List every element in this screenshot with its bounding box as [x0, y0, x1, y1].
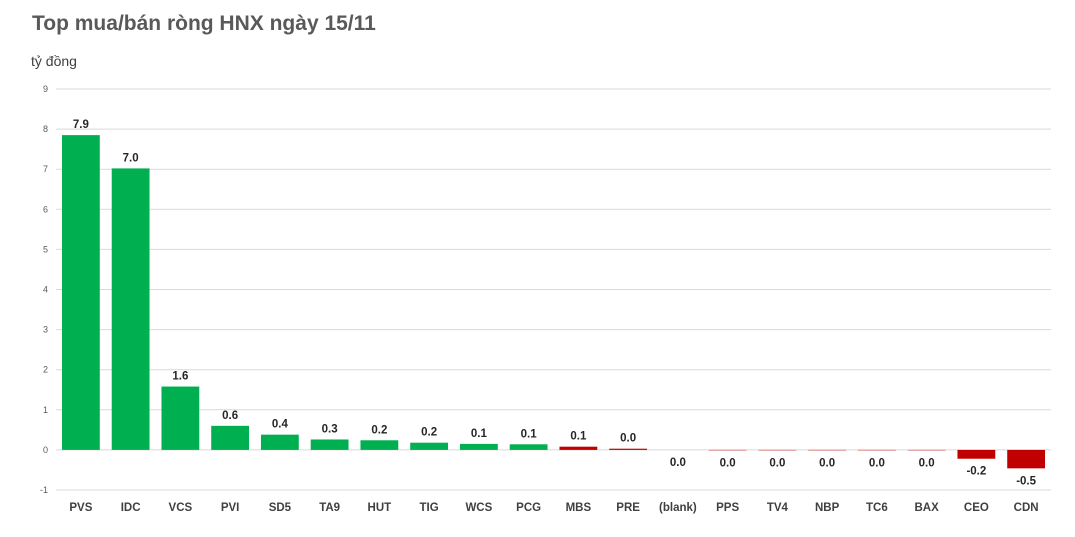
- x-axis-labels: PVS IDC VCS PVI SD5 TA9 HUT TIG WCS PCG MBS PRE (bla…: [69, 502, 1038, 514]
- bar: [1007, 449, 1046, 469]
- chart-title: Top mua/bán ròng HNX ngày 15/11: [32, 12, 376, 35]
- data-label: 0.0: [869, 457, 885, 469]
- data-label: 0.0: [720, 457, 736, 469]
- data-label: 0.0: [670, 457, 686, 469]
- x-tick-label: PRE: [616, 502, 640, 514]
- bar: [360, 440, 399, 450]
- bar: [609, 448, 648, 450]
- y-tick-label: 9: [43, 84, 48, 94]
- data-label: 0.1: [471, 428, 488, 440]
- x-tick-label: TA9: [319, 502, 340, 514]
- bar: [260, 434, 299, 450]
- data-label: 0.1: [570, 431, 587, 443]
- y-tick-label: 6: [43, 204, 48, 214]
- data-label: -0.5: [1016, 475, 1036, 487]
- y-axis-unit-label: tỷ đồng: [31, 53, 77, 69]
- data-labels: 7.9 7.0 1.6 0.6 0.4 0.3 0.2 0.2 0.1 0.1 0.1 0.0 0.0 0…: [73, 119, 1037, 487]
- y-tick-label: 7: [43, 164, 48, 174]
- data-label: 0.3: [322, 423, 338, 435]
- x-tick-label: (blank): [659, 502, 697, 514]
- x-tick-label: BAX: [914, 502, 939, 514]
- y-tick-label: 8: [43, 124, 48, 134]
- data-label: 0.2: [371, 424, 387, 436]
- data-label: -0.2: [966, 466, 986, 478]
- bar: [459, 443, 498, 450]
- data-label: 0.6: [222, 410, 238, 422]
- x-tick-label: TIG: [420, 502, 439, 514]
- x-tick-label: PVI: [221, 502, 240, 514]
- y-tick-label: 3: [43, 325, 48, 335]
- x-tick-label: SD5: [269, 502, 292, 514]
- bar: [509, 444, 548, 450]
- data-label: 7.9: [73, 119, 89, 131]
- data-label: 0.0: [819, 457, 835, 469]
- bar: [61, 135, 100, 450]
- x-tick-label: WCS: [465, 502, 492, 514]
- bar: [957, 449, 996, 459]
- y-tick-label: 0: [43, 445, 48, 455]
- y-tick-label: 1: [43, 405, 48, 415]
- x-tick-label: PCG: [516, 502, 541, 514]
- bars: [61, 135, 1046, 469]
- y-tick-label: 4: [43, 285, 48, 295]
- bar: [310, 439, 349, 450]
- x-tick-label: VCS: [169, 502, 193, 514]
- bar: [211, 425, 250, 450]
- bar: [161, 386, 200, 450]
- data-label: 0.4: [272, 419, 289, 431]
- x-tick-label: MBS: [566, 502, 592, 514]
- x-tick-label: TC6: [866, 502, 888, 514]
- x-tick-label: PPS: [716, 502, 739, 514]
- data-label: 0.2: [421, 427, 437, 439]
- data-label: 1.6: [172, 371, 188, 383]
- bar: [410, 442, 449, 450]
- data-label: 7.0: [123, 152, 139, 164]
- y-tick-label: 5: [43, 244, 48, 254]
- y-tick-label: -1: [40, 485, 48, 495]
- gridlines: [56, 88, 1051, 491]
- x-tick-label: CDN: [1014, 502, 1039, 514]
- x-tick-label: NBP: [815, 502, 840, 514]
- x-tick-label: HUT: [368, 502, 392, 514]
- x-tick-label: PVS: [69, 502, 92, 514]
- x-tick-label: TV4: [767, 502, 789, 514]
- data-label: 0.1: [521, 428, 538, 440]
- data-label: 0.0: [919, 457, 935, 469]
- y-axis-ticks: -1 0 1 2 3 4 5 6 7 8 9: [40, 84, 48, 495]
- bar: [111, 168, 150, 450]
- x-tick-label: IDC: [121, 502, 141, 514]
- data-label: 0.0: [620, 433, 636, 445]
- x-tick-label: CEO: [964, 502, 989, 514]
- y-tick-label: 2: [43, 365, 48, 375]
- data-label: 0.0: [769, 457, 785, 469]
- bar: [559, 446, 598, 450]
